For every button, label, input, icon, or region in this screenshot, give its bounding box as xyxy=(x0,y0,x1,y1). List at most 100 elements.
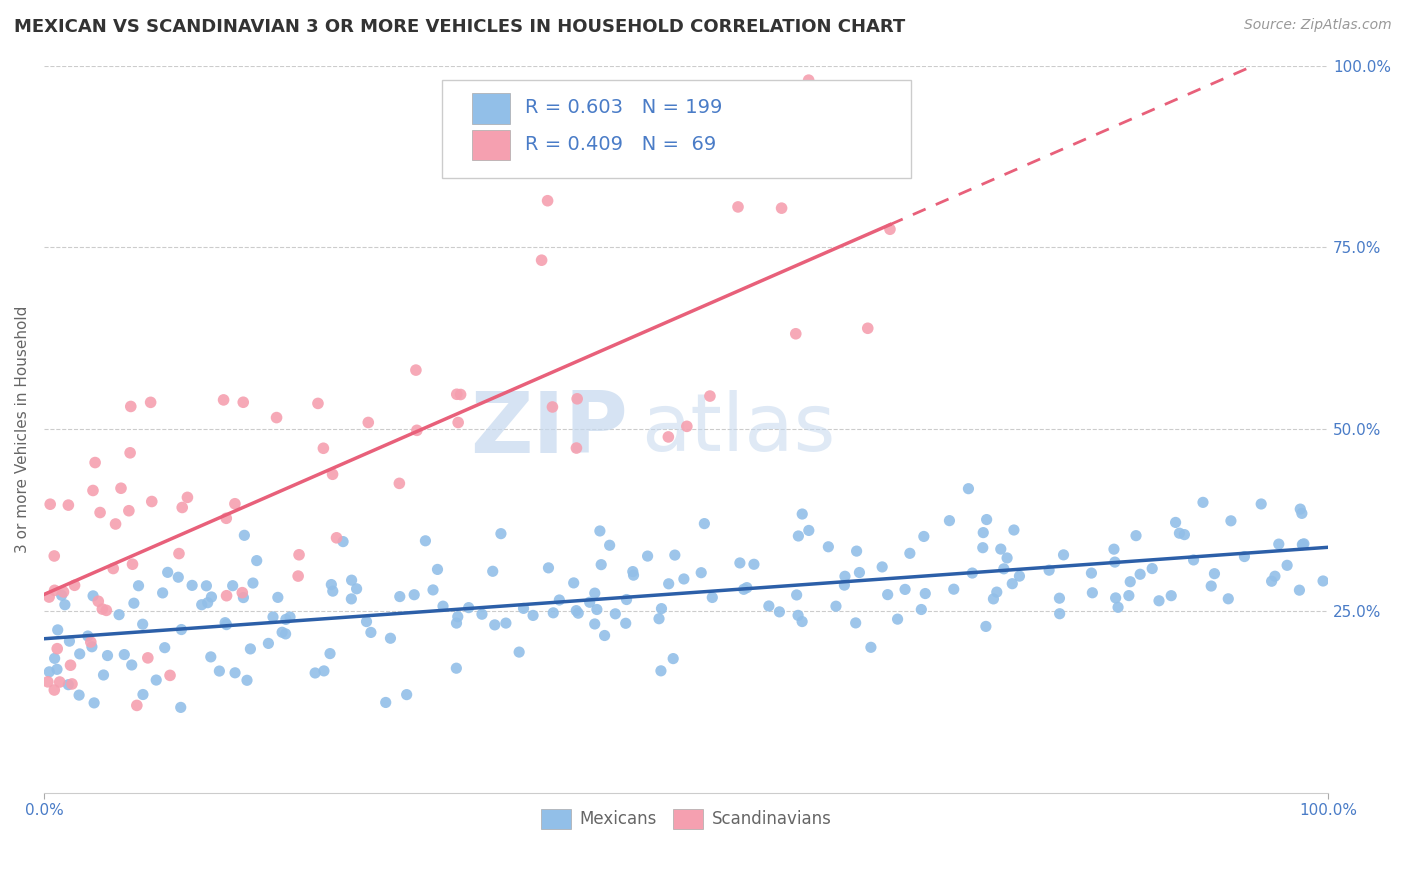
Point xyxy=(530,253,553,268)
Point xyxy=(190,598,212,612)
Point xyxy=(986,585,1008,599)
Point xyxy=(214,615,236,630)
Point xyxy=(267,591,290,605)
Point xyxy=(82,483,104,498)
FancyBboxPatch shape xyxy=(441,80,911,178)
Point xyxy=(537,561,560,575)
Point xyxy=(82,589,104,603)
Point xyxy=(825,599,848,614)
Point xyxy=(357,416,380,430)
Point xyxy=(233,528,256,542)
Point xyxy=(976,512,998,526)
Point xyxy=(650,664,672,678)
Point xyxy=(1164,516,1187,530)
Point xyxy=(236,673,259,688)
Point xyxy=(242,576,264,591)
Point xyxy=(583,586,606,600)
Point xyxy=(1289,502,1312,516)
Point xyxy=(271,625,294,640)
Point xyxy=(231,585,253,599)
Point xyxy=(938,514,960,528)
Point xyxy=(859,640,882,655)
Point xyxy=(59,658,82,673)
Point xyxy=(274,612,297,626)
Y-axis label: 3 or more Vehicles in Household: 3 or more Vehicles in Household xyxy=(15,305,30,553)
Point xyxy=(834,578,856,592)
Point xyxy=(388,590,411,604)
Point xyxy=(797,524,820,538)
Point xyxy=(415,533,437,548)
Point xyxy=(817,540,839,554)
Point xyxy=(605,607,627,621)
Point xyxy=(1291,538,1313,552)
Point xyxy=(446,661,468,675)
Point xyxy=(44,683,66,698)
Point xyxy=(567,392,589,406)
Point xyxy=(876,588,898,602)
Point xyxy=(239,641,262,656)
Point xyxy=(942,582,965,597)
Point xyxy=(1001,576,1024,591)
Point xyxy=(599,538,621,552)
Point xyxy=(1292,537,1315,551)
Point xyxy=(879,222,901,236)
Point xyxy=(432,599,454,614)
Point xyxy=(792,507,814,521)
Point xyxy=(405,423,427,437)
Point xyxy=(46,641,69,656)
Point xyxy=(215,589,238,603)
Text: atlas: atlas xyxy=(641,390,835,468)
Point xyxy=(728,556,751,570)
Point xyxy=(1291,507,1313,521)
Point xyxy=(1275,558,1298,573)
Point xyxy=(312,664,335,678)
Point xyxy=(60,677,83,691)
Point xyxy=(690,566,713,580)
Point xyxy=(1102,542,1125,557)
Point xyxy=(257,636,280,650)
Point xyxy=(447,609,470,624)
Point xyxy=(614,616,637,631)
Point xyxy=(457,600,479,615)
Point xyxy=(522,608,544,623)
Point xyxy=(181,578,204,592)
Point xyxy=(87,594,110,608)
Point xyxy=(894,582,917,597)
Point xyxy=(562,575,585,590)
Point xyxy=(616,592,638,607)
Point xyxy=(512,601,534,615)
Legend: Mexicans, Scandinavians: Mexicans, Scandinavians xyxy=(534,803,838,835)
Point xyxy=(693,516,716,531)
Point xyxy=(91,602,114,616)
Point xyxy=(69,647,91,661)
Point xyxy=(446,387,468,401)
Point xyxy=(657,430,679,444)
Point xyxy=(699,389,721,403)
Point xyxy=(112,648,135,662)
Point xyxy=(662,651,685,665)
Point xyxy=(159,668,181,682)
Point xyxy=(1129,567,1152,582)
Point xyxy=(195,579,218,593)
Point xyxy=(340,591,363,606)
Point xyxy=(578,595,600,609)
Point xyxy=(167,570,190,584)
Point xyxy=(108,607,131,622)
Point xyxy=(489,526,512,541)
Point xyxy=(1292,537,1315,551)
Bar xyxy=(471,94,510,124)
Point xyxy=(312,442,335,456)
Point xyxy=(702,591,724,605)
Point xyxy=(1264,569,1286,583)
Point xyxy=(46,662,69,676)
Point xyxy=(1038,563,1060,577)
Point xyxy=(834,569,856,583)
Point xyxy=(912,529,935,543)
Point xyxy=(1140,561,1163,575)
Point xyxy=(1052,548,1074,562)
Point xyxy=(593,628,616,642)
Point xyxy=(995,551,1018,566)
Point xyxy=(676,419,699,434)
Point xyxy=(567,606,589,620)
Point xyxy=(246,553,269,567)
